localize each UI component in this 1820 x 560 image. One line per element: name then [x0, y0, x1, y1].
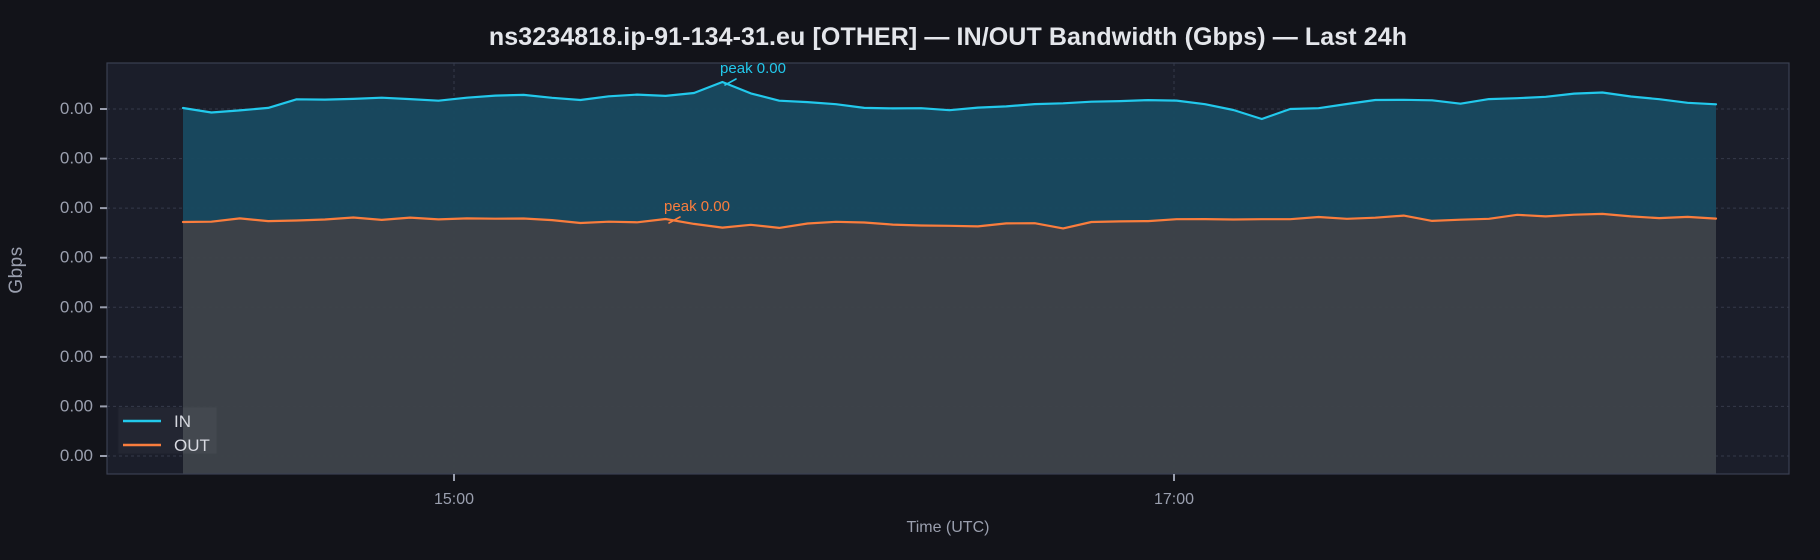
svg-text:0.00: 0.00	[60, 99, 93, 118]
svg-text:OUT: OUT	[174, 436, 210, 455]
svg-text:0.00: 0.00	[60, 297, 93, 316]
svg-text:peak 0.00: peak 0.00	[664, 198, 730, 215]
svg-text:0.00: 0.00	[60, 248, 93, 267]
svg-text:0.00: 0.00	[60, 347, 93, 366]
svg-text:IN: IN	[174, 412, 191, 431]
svg-text:Gbps: Gbps	[6, 246, 27, 293]
svg-text:peak 0.00: peak 0.00	[720, 60, 786, 77]
svg-text:0.00: 0.00	[60, 446, 93, 465]
svg-text:0.00: 0.00	[60, 396, 93, 415]
svg-text:0.00: 0.00	[60, 198, 93, 217]
svg-text:Time (UTC): Time (UTC)	[907, 519, 990, 536]
svg-text:15:00: 15:00	[434, 491, 474, 508]
svg-text:0.00: 0.00	[60, 149, 93, 168]
svg-text:17:00: 17:00	[1154, 491, 1194, 508]
